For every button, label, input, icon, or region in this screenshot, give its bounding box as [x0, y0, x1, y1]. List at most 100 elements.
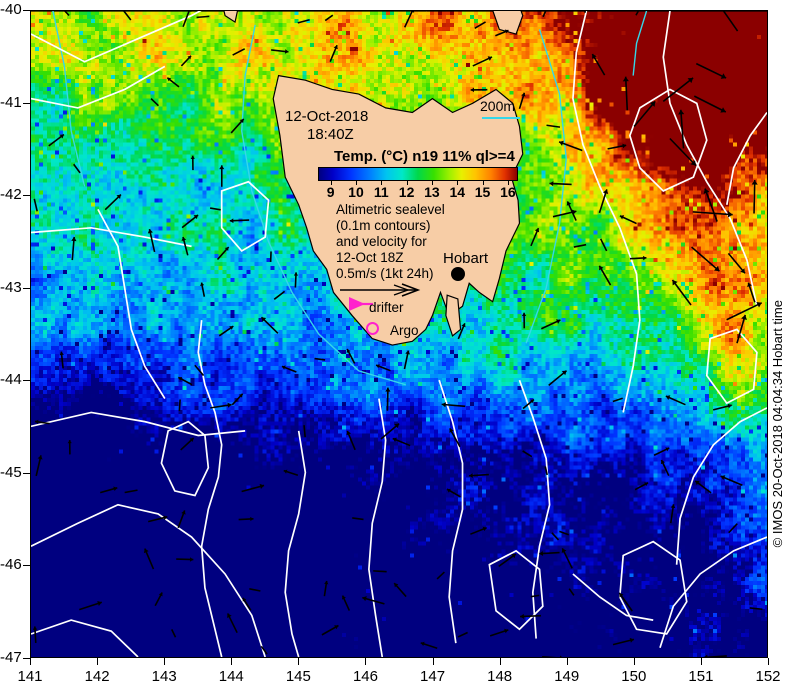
sealevel-contour-closed [618, 540, 688, 635]
bathymetry-200m-label: 200m [480, 98, 516, 114]
velocity-vector [323, 580, 329, 597]
velocity-vector [219, 165, 225, 187]
velocity-vector [143, 548, 155, 570]
bathymetry-contour [241, 24, 406, 386]
velocity-vector [549, 181, 572, 187]
x-axis-label: 152 [755, 668, 781, 685]
velocity-vector [271, 49, 289, 54]
velocity-vector [122, 11, 132, 21]
velocity-vector [196, 15, 210, 19]
velocity-vector [691, 246, 720, 272]
velocity-vector [314, 357, 326, 361]
velocity-vector [727, 252, 746, 274]
y-axis-tick [23, 472, 30, 474]
velocity-vector [548, 370, 568, 386]
velocity-vector [751, 179, 758, 214]
velocity-vector [598, 189, 609, 214]
velocity-vector [736, 314, 747, 344]
argo-label: Argo [390, 323, 419, 338]
velocity-vector [393, 582, 407, 598]
velocity-vector [495, 29, 509, 37]
velocity-vector [671, 279, 692, 306]
velocity-vector [457, 323, 466, 340]
colorbar-tick-label: 12 [398, 184, 415, 200]
y-axis-label: -42 [0, 186, 22, 204]
velocity-vector [598, 265, 612, 286]
temperature-colorbar [318, 167, 518, 181]
velocity-vector [573, 243, 587, 248]
x-axis-tick [566, 658, 568, 665]
velocity-vector [34, 419, 50, 425]
drifter-label: drifter [369, 300, 404, 315]
velocity-vector [498, 553, 517, 568]
velocity-vector [619, 215, 637, 225]
x-axis-label: 147 [420, 668, 446, 685]
velocity-vector [241, 483, 265, 493]
colorbar-tick [330, 181, 332, 185]
velocity-vector [178, 399, 181, 411]
colorbar-tick [482, 181, 484, 185]
colorbar-ticks [318, 181, 518, 186]
velocity-vector [375, 364, 391, 372]
velocity-vector [441, 402, 466, 408]
velocity-vector [692, 211, 733, 218]
velocity-vector [678, 109, 685, 149]
velocity-vector [436, 571, 445, 580]
velocity-vector [154, 592, 163, 607]
velocity-vector [260, 645, 268, 655]
sealevel-contour [31, 65, 166, 109]
colorbar-tick-label: 15 [474, 184, 491, 200]
hobart-city-label: Hobart [443, 250, 489, 267]
date-stamp-line1: 12-Oct-2018 [285, 108, 369, 125]
colorbar-tick [406, 181, 408, 185]
velocity-vector [633, 100, 656, 127]
sealevel-contour [725, 111, 767, 205]
velocity-vector [635, 11, 640, 16]
velocity-vector [446, 488, 461, 498]
y-axis-label: -40 [0, 1, 22, 18]
velocity-vector [653, 447, 670, 456]
y-axis-tick [23, 102, 30, 104]
velocity-vector [474, 21, 486, 30]
velocity-vector [166, 77, 180, 88]
velocity-vector [79, 600, 103, 611]
date-stamp: 12-Oct-2018 18:40Z [285, 108, 368, 143]
bathymetry-contour [632, 11, 648, 76]
bathymetry-contour [52, 11, 86, 187]
velocity-vector [522, 450, 533, 458]
velocity-vector [226, 613, 238, 634]
bathymetry-contour [525, 29, 567, 344]
velocity-vector [544, 466, 548, 476]
velocity-vector [104, 193, 122, 211]
x-axis-tick [231, 658, 233, 665]
velocity-vector [470, 87, 488, 93]
x-axis-tick [633, 658, 635, 665]
bathymetry-200m-line [482, 117, 520, 119]
y-axis-label: -44 [0, 371, 22, 389]
sealevel-contour [31, 503, 266, 657]
velocity-vector [324, 14, 334, 22]
velocity-vector [546, 124, 561, 128]
annot-line4: 12-Oct 18Z [336, 249, 404, 265]
velocity-vector [176, 557, 194, 562]
sealevel-contour-layer [31, 11, 767, 657]
x-axis-label: 148 [487, 668, 513, 685]
velocity-vector [170, 629, 177, 638]
velocity-vector [420, 641, 438, 649]
landmass-polygon [492, 11, 524, 35]
velocity-vector [180, 55, 192, 67]
sealevel-contour [97, 208, 166, 400]
velocity-vector [373, 570, 387, 573]
velocity-vector [591, 53, 606, 76]
sealevel-contour [284, 430, 307, 657]
colorbar-tick-label: 10 [348, 184, 364, 200]
velocity-vector [530, 227, 540, 247]
sealevel-contour [572, 11, 641, 413]
sealevel-contour-closed [160, 420, 210, 497]
x-axis-label: 146 [352, 668, 378, 685]
velocity-vector [449, 428, 461, 448]
velocity-vector [35, 455, 43, 477]
velocity-vector [216, 246, 230, 261]
map-plot-area[interactable] [30, 10, 768, 658]
